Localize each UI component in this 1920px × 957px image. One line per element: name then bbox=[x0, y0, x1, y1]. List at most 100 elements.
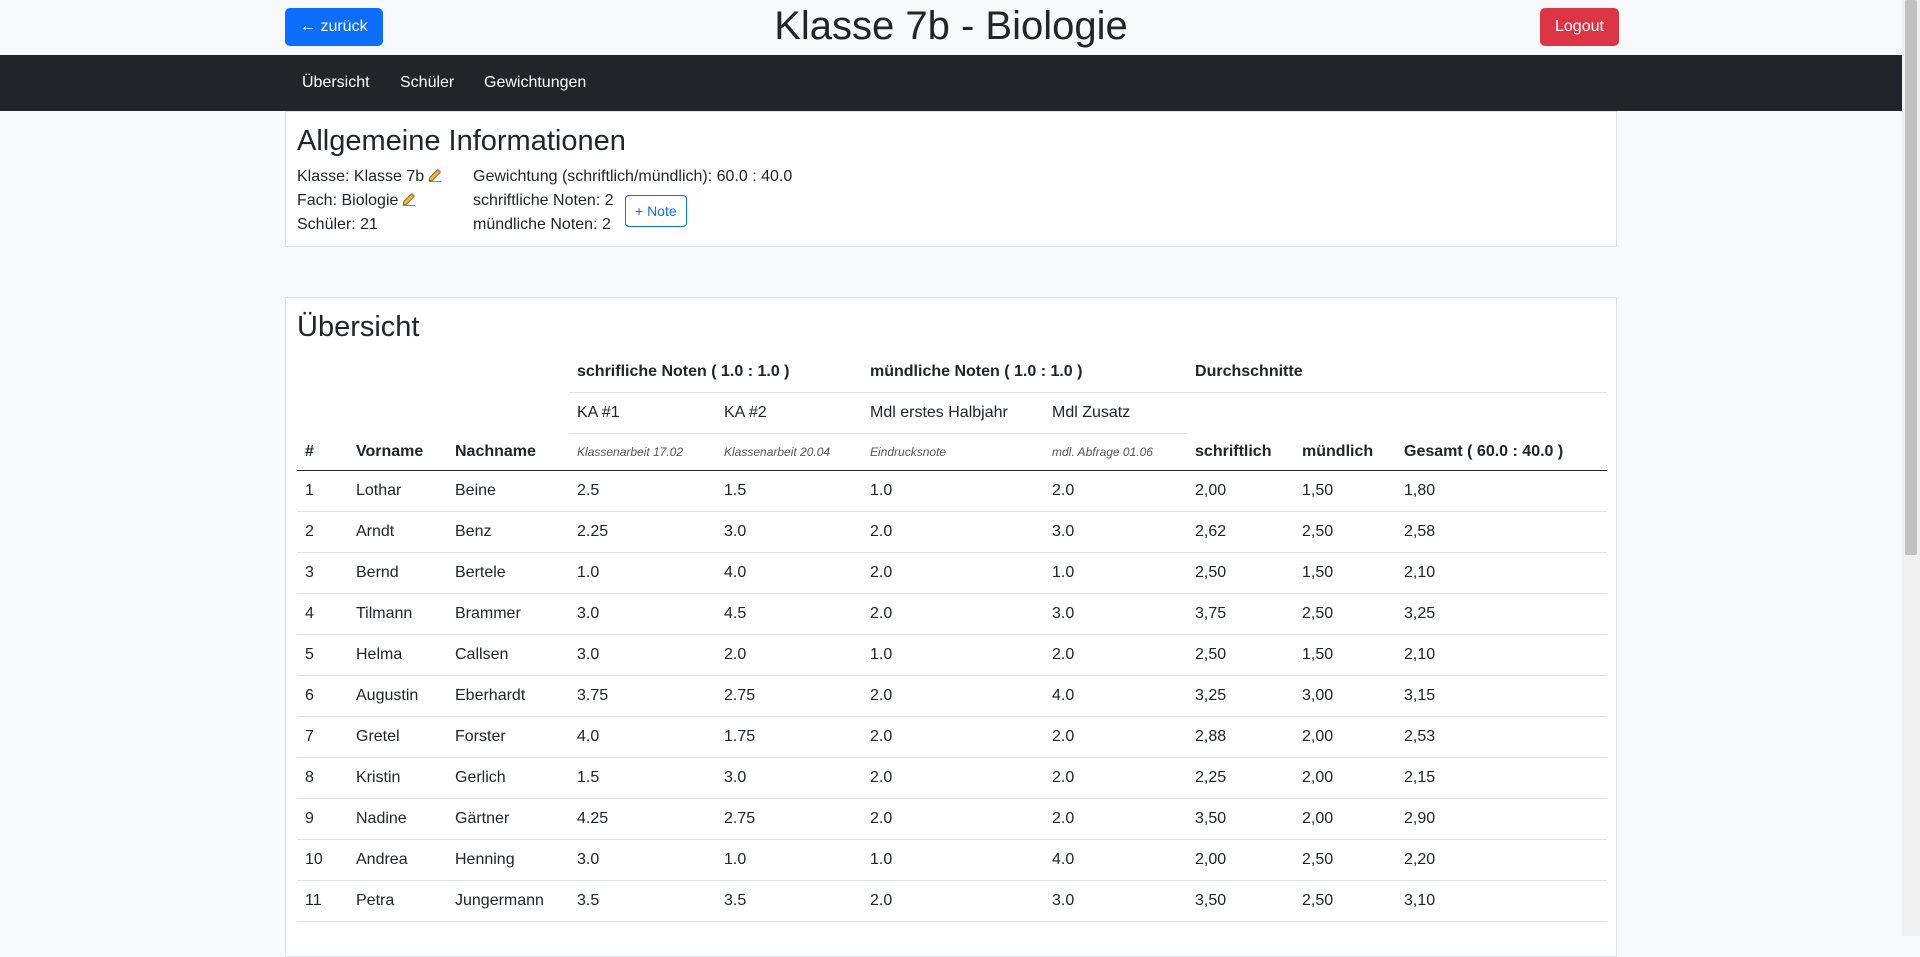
cell-ka1[interactable]: 3.75 bbox=[569, 675, 716, 717]
cell-vorname: Tilmann bbox=[348, 593, 447, 635]
cell-nachname: Bertele bbox=[447, 552, 569, 594]
cell-vorname: Nadine bbox=[348, 798, 447, 840]
cell-mdl-zusatz[interactable]: 2.0 bbox=[1044, 798, 1188, 840]
cell-ka2[interactable]: 3.5 bbox=[716, 880, 862, 922]
cell-ka2[interactable]: 4.0 bbox=[716, 552, 862, 594]
cell-ka1[interactable]: 3.0 bbox=[569, 593, 716, 635]
cell-ka2[interactable]: 3.0 bbox=[716, 757, 862, 799]
cell-ka2[interactable]: 1.75 bbox=[716, 716, 862, 758]
cell-mdl-zusatz[interactable]: 2.0 bbox=[1044, 757, 1188, 799]
page-scrollbar[interactable] bbox=[1902, 0, 1920, 936]
cell-avg-muendlich: 2,00 bbox=[1294, 716, 1397, 758]
cell-vorname: Gretel bbox=[348, 716, 447, 758]
cell-avg-gesamt: 2,15 bbox=[1396, 757, 1608, 799]
nav-item-gewichtungen[interactable]: Gewichtungen bbox=[484, 74, 587, 91]
cell-ka1[interactable]: 1.0 bbox=[569, 552, 716, 594]
cell-ka2[interactable]: 1.5 bbox=[716, 470, 862, 512]
nav-item-uebersicht[interactable]: Übersicht bbox=[302, 74, 370, 91]
add-note-button[interactable]: + Note bbox=[625, 195, 687, 227]
cell-mdl-zusatz[interactable]: 3.0 bbox=[1044, 880, 1188, 922]
cell-avg-muendlich: 1,50 bbox=[1294, 634, 1397, 676]
cell-ka1[interactable]: 1.5 bbox=[569, 757, 716, 799]
cell-ka1[interactable]: 3.5 bbox=[569, 880, 716, 922]
cell-ka2[interactable]: 1.0 bbox=[716, 839, 862, 881]
info-schueler: Schüler: 21 bbox=[297, 216, 378, 233]
cell-mdl-halbjahr[interactable]: 2.0 bbox=[862, 593, 1044, 635]
cell-mdl-zusatz[interactable]: 2.0 bbox=[1044, 470, 1188, 512]
table-row: 3 Bernd Bertele 1.0 4.0 2.0 1.0 2,50 1,50 2,10 bbox=[297, 552, 1608, 594]
cell-mdl-zusatz[interactable]: 4.0 bbox=[1044, 675, 1188, 717]
cell-ka2[interactable]: 2.75 bbox=[716, 675, 862, 717]
cell-ka1[interactable]: 2.5 bbox=[569, 470, 716, 512]
cell-vorname: Bernd bbox=[348, 552, 447, 594]
scrollbar-thumb[interactable] bbox=[1905, 0, 1917, 555]
table-row: 11 Petra Jungermann 3.5 3.5 2.0 3.0 3,50 2,50 3,1… bbox=[297, 880, 1608, 922]
info-title: Allgemeine Informationen bbox=[297, 125, 626, 157]
group-header-oral: mündliche Noten ( 1.0 : 1.0 ) bbox=[862, 352, 1188, 393]
cell-vorname: Kristin bbox=[348, 757, 447, 799]
cell-ka1[interactable]: 2.25 bbox=[569, 511, 716, 553]
cell-mdl-zusatz[interactable]: 3.0 bbox=[1044, 593, 1188, 635]
grade-rows: 1 Lothar Beine 2.5 1.5 1.0 2.0 2,00 1,50 1,80 2 Arn… bbox=[297, 470, 1608, 922]
cell-mdl-halbjahr[interactable]: 1.0 bbox=[862, 839, 1044, 881]
cell-nachname: Jungermann bbox=[447, 880, 569, 922]
exam-name[interactable]: KA #2 bbox=[716, 392, 862, 434]
cell-mdl-halbjahr[interactable]: 1.0 bbox=[862, 470, 1044, 512]
cell-avg-schriftlich: 2,50 bbox=[1187, 634, 1295, 676]
cell-mdl-halbjahr[interactable]: 1.0 bbox=[862, 634, 1044, 676]
cell-avg-gesamt: 2,58 bbox=[1396, 511, 1608, 553]
cell-ka2[interactable]: 4.5 bbox=[716, 593, 862, 635]
cell-mdl-halbjahr[interactable]: 2.0 bbox=[862, 757, 1044, 799]
col-header-schriftlich: schriftlich bbox=[1195, 443, 1272, 460]
col-header-muendlich: mündlich bbox=[1302, 443, 1374, 460]
cell-mdl-zusatz[interactable]: 3.0 bbox=[1044, 511, 1188, 553]
cell-avg-muendlich: 2,50 bbox=[1294, 839, 1397, 881]
cell-nachname: Beine bbox=[447, 470, 569, 512]
cell-ka2[interactable]: 3.0 bbox=[716, 511, 862, 553]
info-schriftliche-noten: schriftliche Noten: 2 bbox=[473, 192, 614, 209]
edit-pencil-icon[interactable] bbox=[428, 168, 442, 182]
cell-mdl-zusatz[interactable]: 2.0 bbox=[1044, 634, 1188, 676]
exam-description: mdl. Abfrage 01.06 bbox=[1052, 445, 1153, 459]
cell-mdl-zusatz[interactable]: 4.0 bbox=[1044, 839, 1188, 881]
cell-number: 7 bbox=[297, 716, 348, 758]
cell-mdl-zusatz[interactable]: 2.0 bbox=[1044, 716, 1188, 758]
cell-ka2[interactable]: 2.75 bbox=[716, 798, 862, 840]
cell-ka1[interactable]: 3.0 bbox=[569, 634, 716, 676]
cell-mdl-halbjahr[interactable]: 2.0 bbox=[862, 552, 1044, 594]
group-header-written: schrifliche Noten ( 1.0 : 1.0 ) bbox=[569, 352, 862, 393]
cell-avg-gesamt: 3,25 bbox=[1396, 593, 1608, 635]
cell-mdl-halbjahr[interactable]: 2.0 bbox=[862, 716, 1044, 758]
cell-avg-gesamt: 2,10 bbox=[1396, 552, 1608, 594]
cell-vorname: Helma bbox=[348, 634, 447, 676]
cell-nachname: Forster bbox=[447, 716, 569, 758]
cell-nachname: Henning bbox=[447, 839, 569, 881]
exam-name[interactable]: KA #1 bbox=[569, 392, 716, 434]
overview-title: Übersicht bbox=[297, 311, 420, 343]
col-header-gesamt: Gesamt ( 60.0 : 40.0 ) bbox=[1404, 443, 1564, 460]
cell-mdl-halbjahr[interactable]: 2.0 bbox=[862, 798, 1044, 840]
cell-avg-schriftlich: 3,75 bbox=[1187, 593, 1295, 635]
exam-name[interactable]: Mdl Zusatz bbox=[1044, 392, 1188, 434]
cell-mdl-halbjahr[interactable]: 2.0 bbox=[862, 675, 1044, 717]
cell-nachname: Gerlich bbox=[447, 757, 569, 799]
cell-ka1[interactable]: 3.0 bbox=[569, 839, 716, 881]
cell-ka1[interactable]: 4.0 bbox=[569, 716, 716, 758]
cell-number: 3 bbox=[297, 552, 348, 594]
edit-pencil-icon[interactable] bbox=[402, 192, 416, 206]
cell-mdl-halbjahr[interactable]: 2.0 bbox=[862, 880, 1044, 922]
logout-button[interactable]: Logout bbox=[1540, 8, 1619, 46]
cell-mdl-zusatz[interactable]: 1.0 bbox=[1044, 552, 1188, 594]
group-header-averages: Durchschnitte bbox=[1187, 352, 1608, 393]
cell-avg-schriftlich: 3,50 bbox=[1187, 798, 1295, 840]
cell-mdl-halbjahr[interactable]: 2.0 bbox=[862, 511, 1044, 553]
exam-name[interactable]: Mdl erstes Halbjahr bbox=[862, 392, 1044, 434]
cell-ka2[interactable]: 2.0 bbox=[716, 634, 862, 676]
back-button[interactable]: ← zurück bbox=[285, 8, 383, 46]
cell-number: 4 bbox=[297, 593, 348, 635]
cell-avg-gesamt: 3,15 bbox=[1396, 675, 1608, 717]
cell-avg-gesamt: 2,53 bbox=[1396, 716, 1608, 758]
cell-ka1[interactable]: 4.25 bbox=[569, 798, 716, 840]
cell-avg-muendlich: 1,50 bbox=[1294, 470, 1397, 512]
nav-item-schueler[interactable]: Schüler bbox=[400, 74, 455, 91]
